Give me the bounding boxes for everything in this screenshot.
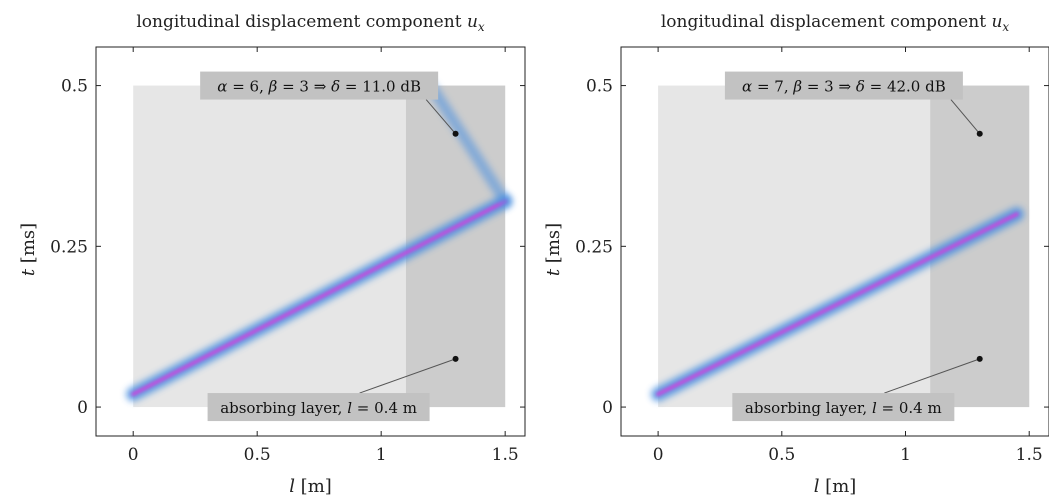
x-tick-label: 1 <box>376 445 387 465</box>
y-axis-label: t [ms] <box>18 223 39 276</box>
annotation-bottom-box <box>732 393 955 422</box>
annotation-top-text: α = 6, β = 3 ⇒ δ = 11.0 dB <box>217 78 421 96</box>
annotation-top-box <box>724 71 963 100</box>
x-tick-label: 1.5 <box>492 445 519 465</box>
wave-incident <box>651 207 1024 402</box>
x-tick-label: 0.5 <box>244 445 271 465</box>
annotation-top-leader <box>425 99 456 135</box>
x-tick-label: 0 <box>128 445 139 465</box>
axes-frame <box>620 46 1049 437</box>
annotation-bottom-point <box>976 355 983 362</box>
y-axis-label: t [ms] <box>543 223 564 276</box>
axes-frame <box>95 46 526 437</box>
x-tick-label: 0 <box>653 445 664 465</box>
annotation-bottom-box <box>207 393 430 422</box>
annotation-bottom-text: absorbing layer, l = 0.4 m <box>745 399 942 417</box>
annotation-top-point <box>452 130 459 137</box>
chart-title: longitudinal displacement component ux <box>661 12 1010 34</box>
annotation-top-point <box>976 130 983 137</box>
wave-reflected <box>425 80 511 207</box>
y-tick-label: 0.5 <box>61 77 88 97</box>
chart-panel-2: longitudinal displacement component ux 0 0… <box>543 12 1049 497</box>
y-tick-label: 0 <box>602 398 613 418</box>
annotation-bottom-point <box>452 355 459 362</box>
x-tick-label: 1 <box>900 445 911 465</box>
y-tick-label: 0.25 <box>575 237 613 257</box>
y-tick-label: 0 <box>77 398 88 418</box>
x-tick-label: 1.5 <box>1016 445 1043 465</box>
annotation-bottom-leader <box>359 358 456 394</box>
x-tick-label: 0.5 <box>768 445 795 465</box>
y-tick-label: 0.25 <box>50 237 88 257</box>
x-axis-label: l [m] <box>814 476 857 497</box>
annotation-top-box <box>200 71 439 100</box>
wave-incident-core <box>656 212 1019 397</box>
y-tick-label: 0.5 <box>586 77 613 97</box>
annotation-top-leader <box>950 99 981 135</box>
plot-area <box>126 80 513 408</box>
x-axis-label: l [m] <box>289 476 332 497</box>
annotation-bottom-text: absorbing layer, l = 0.4 m <box>220 399 417 417</box>
plot-area <box>651 85 1030 408</box>
wave-incident-core <box>131 199 508 397</box>
annotation-top-text: α = 7, β = 3 ⇒ δ = 42.0 dB <box>742 78 946 96</box>
chart-panel-1: longitudinal displacement component ux 0 0… <box>18 12 526 497</box>
chart-title: longitudinal displacement component ux <box>136 12 485 34</box>
wave-incident <box>126 194 513 402</box>
annotation-bottom-leader <box>884 358 980 394</box>
